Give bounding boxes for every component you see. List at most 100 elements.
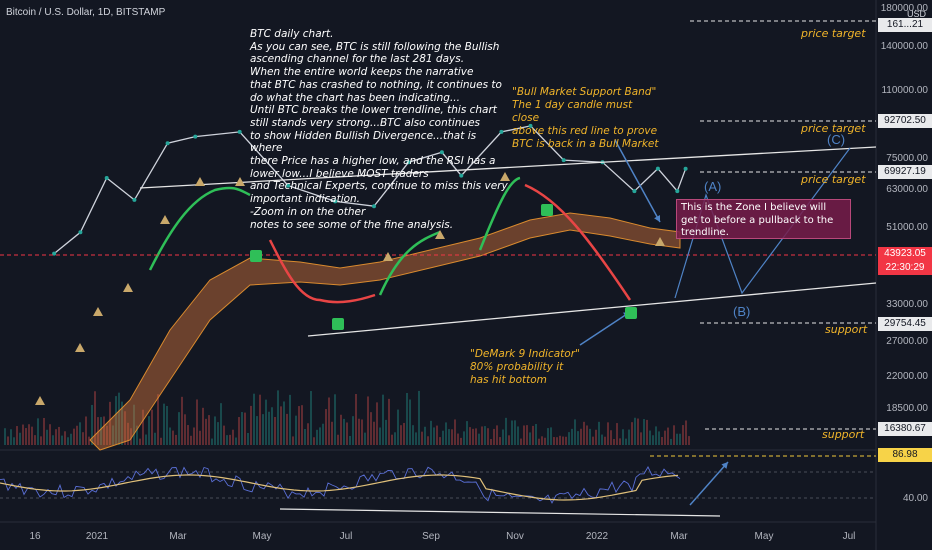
volume-bar [502,429,504,445]
volume-bar [175,434,177,445]
volume-bar [97,417,99,445]
volume-bar [130,428,132,445]
demark-sell-marker [435,230,445,239]
volume-bar [322,423,324,445]
rsi-ma-line [0,474,679,501]
volume-bar [511,420,513,445]
volume-bar [556,437,558,445]
volume-bar [619,438,621,445]
volume-bar [202,407,204,445]
volume-bar [625,438,627,445]
volume-bar [220,403,222,445]
volume-bar [454,419,456,445]
volume-bar [421,431,423,445]
price-tag: 16380.67 [878,422,932,436]
volume-bar [100,417,102,445]
volume-bar [142,409,144,445]
volume-bar [58,426,60,445]
volume-bar [334,394,336,445]
volume-bar [433,427,435,445]
volume-bar [85,416,87,445]
trend-line-green [378,230,441,296]
volume-bar [640,432,642,445]
price-point [104,176,109,180]
x-tick-label: Jul [339,531,353,542]
volume-bar [271,407,273,445]
price-point [372,204,376,209]
bull-band-note: "Bull Market Support Band" The 1 day can… [512,86,659,150]
volume-bar [445,422,447,445]
volume-bar [178,412,180,445]
volume-bar [133,404,135,445]
volume-bar [565,436,567,445]
volume-bar [391,434,393,445]
volume-bar [235,437,237,445]
volume-bar [337,434,339,445]
volume-bar [259,394,261,445]
trend-line-green [478,176,521,251]
volume-bar [4,428,6,445]
volume-bar [646,419,648,445]
demark-sell-marker [93,307,103,316]
demark-sell-marker [75,343,85,352]
volume-bar [253,393,255,445]
volume-bar [316,429,318,445]
trend-line-red [524,183,632,301]
volume-bar [394,432,396,445]
volume-bar [685,420,687,445]
demark-note: "DeMark 9 Indicator" 80% probability it … [470,348,580,386]
volume-bar [166,405,168,445]
currency-label: USD [906,9,926,19]
volume-bar [280,406,282,445]
volume-bar [307,423,309,445]
demark-buy-marker [625,307,637,319]
volume-bar [439,437,441,445]
volume-bar [448,429,450,445]
volume-bar [28,424,30,445]
y-tick-label: 110000.00 [881,85,928,96]
volume-bar [496,425,498,445]
volume-bar [184,414,186,445]
price-point [406,160,411,165]
volume-bar [181,396,183,445]
volume-bar [247,432,249,445]
volume-bar [580,428,582,445]
y-tick-label: 75000.00 [886,153,928,164]
volume-bar [157,394,159,445]
volume-bar [196,399,198,445]
volume-bar [256,416,258,445]
volume-bar [373,421,375,445]
volume-bar [7,436,9,445]
price-point [632,189,637,194]
price-point [165,141,170,146]
volume-bar [340,414,342,445]
volume-bar [670,438,672,445]
volume-bar [676,433,678,445]
volume-bar [610,430,612,445]
volume-bar [232,429,234,445]
bull-market-support-band [89,212,681,451]
volume-bar [571,428,573,445]
volume-bar [190,435,192,445]
volume-bar [310,391,312,445]
volume-bar [106,425,108,445]
volume-bar [589,428,591,445]
volume-bar [73,428,75,445]
volume-bar [598,421,600,445]
volume-bar [34,435,36,445]
volume-bar [205,418,207,445]
volume-bar [469,427,471,445]
volume-bar [457,433,459,445]
price-tag: 29754.45 [878,317,932,331]
volume-bar [631,422,633,445]
volume-bar [661,436,663,445]
volume-bar [304,428,306,445]
price-point [528,123,533,128]
volume-bar [319,427,321,445]
volume-bar [49,424,51,445]
volume-bar [286,413,288,445]
demark-sell-marker [383,252,393,261]
volume-bar [199,430,201,445]
volume-bar [406,392,408,445]
